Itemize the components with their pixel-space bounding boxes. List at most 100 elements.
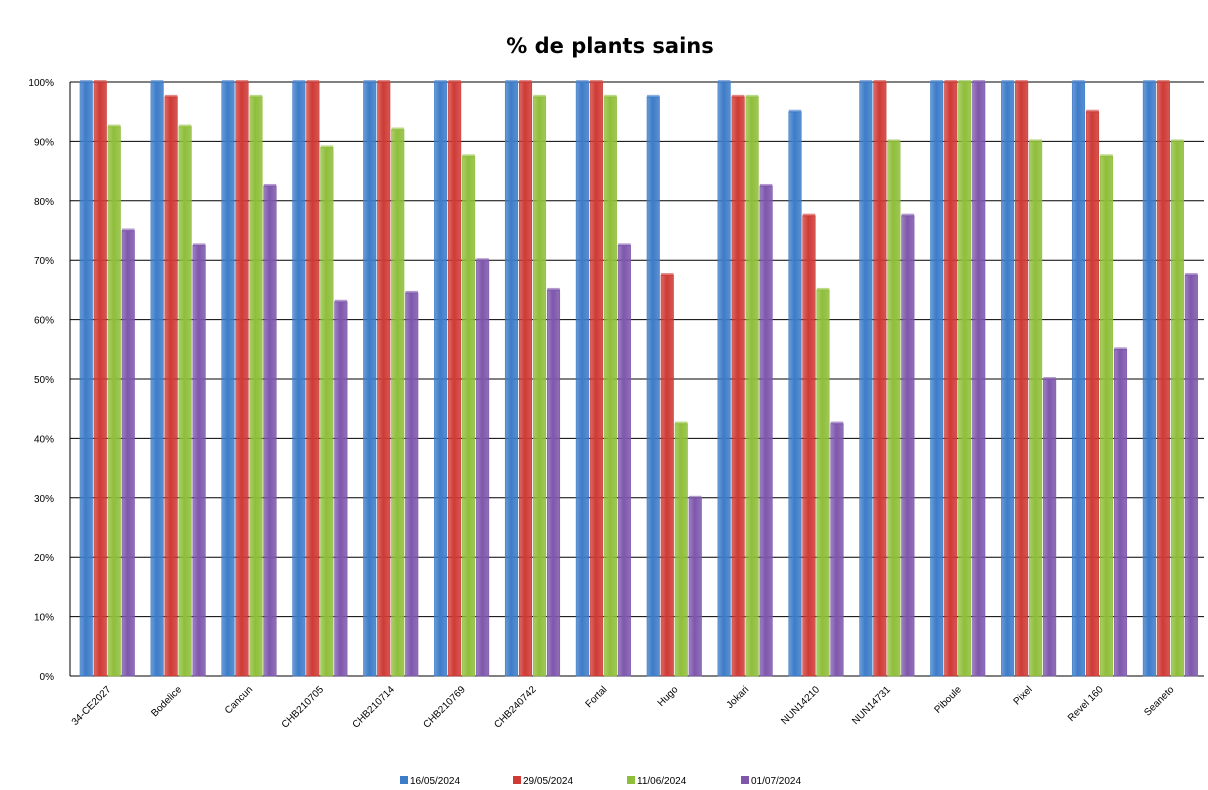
bar	[292, 81, 306, 677]
bar	[1142, 81, 1156, 677]
x-tick-label: Piboule	[933, 684, 965, 716]
bar	[1029, 141, 1043, 677]
bar-cap	[519, 80, 532, 83]
bar	[873, 81, 887, 677]
x-tick-label: CHB210769	[421, 684, 468, 731]
bar	[972, 81, 986, 677]
bar-cap	[830, 421, 844, 425]
bar	[930, 81, 944, 677]
bar-cap	[901, 213, 915, 217]
bar-cap	[391, 127, 404, 131]
bar	[1113, 348, 1128, 677]
bar	[901, 215, 915, 677]
bar-cap	[164, 94, 178, 98]
legend-label: 16/05/2024	[410, 776, 460, 787]
bar-cap	[448, 80, 461, 83]
bar-cap	[816, 287, 830, 291]
bar-cap	[802, 213, 816, 217]
bar	[434, 81, 448, 677]
bar	[249, 96, 263, 677]
bar	[334, 301, 348, 677]
legend-swatch	[741, 776, 749, 784]
bar-cap	[590, 80, 603, 83]
bar	[546, 289, 561, 677]
x-tick-label: NUN14210	[779, 684, 822, 727]
bar-cap	[972, 80, 985, 83]
bar	[788, 111, 802, 677]
bar	[759, 185, 773, 677]
bar-cap	[958, 80, 971, 83]
bar	[377, 81, 391, 677]
bar	[731, 96, 745, 677]
bar-cap	[1171, 139, 1184, 143]
bar	[504, 81, 519, 677]
bar	[391, 129, 405, 677]
legend: 16/05/2024 29/05/2024 11/06/2024 01/07/2024	[400, 776, 801, 787]
y-tick-label: 0%	[40, 672, 55, 683]
bar-cap	[462, 154, 475, 158]
bar-cap	[476, 258, 489, 262]
bar	[603, 96, 617, 677]
bar	[221, 81, 235, 677]
bar	[1071, 81, 1086, 677]
bar-cap	[150, 80, 164, 83]
bar	[575, 81, 589, 677]
bar-cap	[94, 80, 107, 83]
bar-cap	[661, 273, 674, 277]
bar	[263, 185, 277, 677]
chart-title: % de plants sains	[506, 34, 713, 58]
x-tick-label: CHB210705	[280, 684, 327, 731]
bar	[107, 126, 121, 677]
legend-label: 29/05/2024	[523, 776, 573, 787]
bar-cap	[80, 80, 93, 83]
bar	[830, 423, 844, 677]
x-tick-label: Jokari	[725, 684, 752, 711]
y-tick-label: 90%	[34, 137, 54, 148]
y-tick-label: 80%	[34, 197, 54, 208]
bar	[745, 96, 759, 677]
bar-cap	[405, 290, 418, 294]
x-tick-label: Revel 160	[1066, 684, 1106, 724]
legend-swatch	[513, 776, 521, 784]
bar-cap	[249, 94, 263, 98]
bar-cap	[533, 94, 546, 98]
bar	[320, 147, 334, 677]
bar-cap	[1043, 377, 1056, 380]
bar-cap	[306, 80, 320, 83]
bar	[448, 81, 462, 677]
bar	[1043, 378, 1057, 677]
bar-cap	[1072, 80, 1085, 83]
bar	[476, 259, 490, 677]
bar-cap	[647, 94, 660, 98]
x-tick-label: Seaneto	[1142, 684, 1176, 718]
y-tick-label: 40%	[34, 434, 54, 445]
bar	[688, 497, 702, 677]
bar-cap	[859, 80, 873, 83]
bar-cap	[759, 183, 773, 187]
bars	[79, 80, 1198, 677]
bar-cap	[192, 243, 206, 247]
bar	[660, 274, 674, 677]
bar-cap	[717, 80, 731, 83]
bar-cap	[1185, 273, 1198, 277]
bar	[178, 126, 192, 677]
bar-cap	[944, 80, 957, 83]
bar	[164, 96, 178, 677]
y-tick-label: 10%	[34, 613, 54, 624]
bar-cap	[320, 145, 334, 149]
bar	[1001, 81, 1015, 677]
bar-cap	[689, 495, 702, 499]
x-tick-label: CHB210714	[351, 684, 398, 731]
bar	[958, 81, 972, 677]
bar	[589, 81, 603, 677]
bar-cap	[178, 124, 192, 128]
bar-cap	[263, 183, 277, 187]
bar-cap	[434, 80, 447, 83]
bar	[235, 81, 249, 677]
bar	[79, 81, 93, 677]
bar-cap	[547, 287, 560, 291]
legend-swatch	[400, 776, 408, 784]
bar	[306, 81, 320, 677]
bar	[1170, 141, 1184, 677]
